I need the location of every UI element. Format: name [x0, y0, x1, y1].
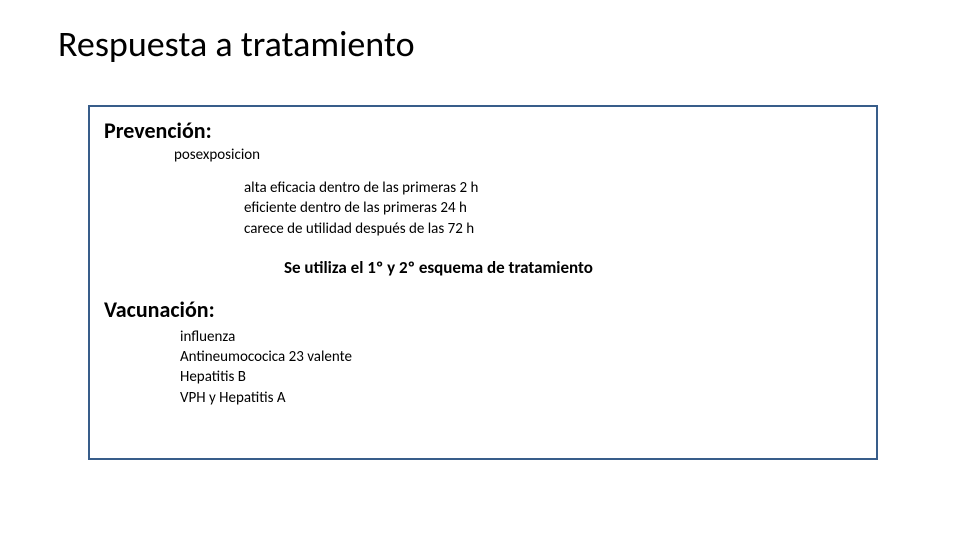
slide-title: Respuesta a tratamiento [58, 22, 415, 66]
detail-line: eficiente dentro de las primeras 24 h [244, 198, 862, 218]
vaccination-list: influenza Antineumococica 23 valente Hep… [180, 327, 862, 408]
vaccination-item: Antineumococica 23 valente [180, 347, 862, 367]
content-box: Prevención: posexposicion alta eficacia … [88, 105, 878, 460]
prevention-heading: Prevención: [104, 117, 862, 144]
vaccination-item: Hepatitis B [180, 367, 862, 387]
prevention-details: alta eficacia dentro de las primeras 2 h… [244, 178, 862, 239]
slide: Respuesta a tratamiento Prevención: pose… [0, 0, 960, 540]
vaccination-item: VPH y Hepatitis A [180, 388, 862, 408]
vaccination-item: influenza [180, 327, 862, 347]
detail-line: alta eficacia dentro de las primeras 2 h [244, 178, 862, 198]
prevention-sub: posexposicion [174, 146, 862, 164]
vaccination-heading: Vacunación: [104, 296, 862, 323]
prevention-emphasis: Se utiliza el 1º y 2º esquema de tratami… [284, 257, 862, 278]
detail-line: carece de utilidad después de las 72 h [244, 219, 862, 239]
